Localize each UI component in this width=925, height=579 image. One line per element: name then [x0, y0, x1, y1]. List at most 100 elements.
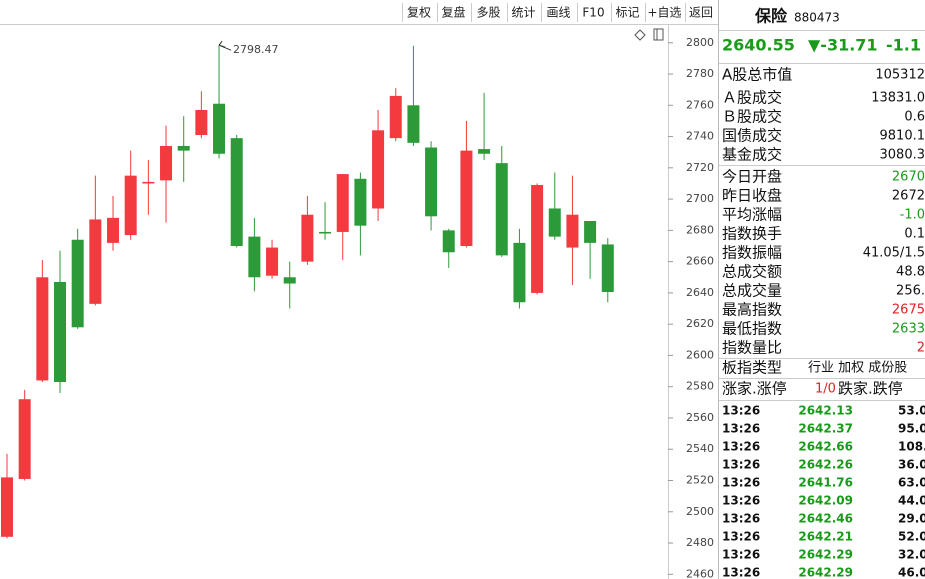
candle-body — [495, 163, 508, 256]
candle-body — [160, 145, 173, 181]
toolbar-button[interactable]: +自选 — [647, 6, 681, 20]
toolbar-button[interactable]: 复盘 — [441, 5, 465, 20]
stat-value: 48.8 — [896, 265, 925, 280]
trade-price: 2642.46 — [798, 512, 853, 526]
candle-body — [407, 105, 420, 143]
stat-value: 0.6 — [904, 110, 925, 125]
y-tick-label: 2800 — [686, 36, 714, 49]
stat-label: 今日开盘 — [722, 168, 782, 186]
trade-price: 2642.13 — [798, 404, 853, 418]
trade-time: 13:26 — [722, 548, 760, 562]
candle-body — [478, 149, 491, 154]
stat-label: 昨日收盘 — [722, 187, 782, 205]
candle-body — [601, 244, 614, 293]
stat-label: Ａ股成交 — [722, 89, 782, 107]
y-tick-label: 2480 — [686, 536, 714, 549]
y-tick-label: 2680 — [686, 223, 714, 236]
candle-body — [71, 239, 84, 328]
trade-volume: 32.0 — [898, 548, 925, 562]
stat-value: 2670 — [892, 170, 925, 185]
stat-label: 总成交量 — [722, 282, 782, 300]
candle-body — [531, 185, 544, 293]
y-tick-label: 2540 — [686, 442, 714, 455]
toolbar-button[interactable]: 返回 — [689, 6, 713, 20]
stat-label: 板指类型 — [722, 359, 782, 377]
trade-volume: 44.0 — [898, 494, 925, 508]
toolbar-button[interactable]: 画线 — [546, 6, 570, 20]
stat-value: 13831.0 — [871, 91, 925, 106]
trade-price: 2642.09 — [798, 494, 853, 508]
trade-volume: 95.0 — [898, 422, 925, 436]
icon[interactable] — [653, 28, 664, 41]
stat-value: 行业 加权 成份股 — [808, 360, 907, 376]
candle-body — [513, 242, 526, 303]
toolbar-button[interactable]: 多股 — [476, 6, 500, 20]
y-tick-label: 2700 — [686, 192, 714, 205]
y-tick-label: 2780 — [686, 67, 714, 80]
stat-label: 最高指数 — [722, 301, 782, 319]
stat-label: 指数量比 — [722, 339, 782, 357]
stat-value: 256. — [896, 284, 925, 299]
candle-body — [213, 103, 226, 154]
candle-body — [18, 399, 31, 479]
candle-body — [301, 214, 314, 262]
trade-volume: 53.0 — [898, 404, 925, 418]
candle-body — [195, 109, 208, 135]
trade-time: 13:26 — [722, 422, 760, 436]
stat-label: 平均涨幅 — [722, 206, 782, 224]
candle-body — [566, 214, 579, 248]
trade-price: 2642.26 — [798, 458, 853, 472]
stat-label: 基金成交 — [722, 146, 782, 164]
candle-body — [124, 175, 137, 236]
y-tick-label: 2460 — [686, 567, 714, 579]
y-tick-label: 2580 — [686, 380, 714, 393]
trade-time: 13:26 — [722, 476, 760, 490]
stat-label: 指数振幅 — [722, 244, 782, 262]
toolbar-button[interactable]: 标记 — [615, 6, 639, 20]
y-tick-label: 2640 — [686, 286, 714, 299]
stat-label: 最低指数 — [722, 320, 782, 338]
candle-body — [389, 95, 402, 139]
stat-label: A股总市值 — [722, 66, 792, 84]
stat-label: 总成交额 — [722, 263, 782, 281]
candle-body — [107, 217, 120, 243]
trade-time: 13:26 — [722, 404, 760, 418]
stat-value: 2633 — [892, 322, 925, 337]
trade-volume: 46.0 — [898, 566, 925, 579]
trade-price: 2642.21 — [798, 530, 853, 544]
stat-value: 105312 — [875, 68, 925, 83]
y-tick-label: 2500 — [686, 505, 714, 518]
change-pct: -1.1 — [886, 36, 921, 55]
stat-label: 指数换手 — [722, 225, 782, 243]
stock-name: 保险 — [754, 7, 788, 26]
candle-body — [248, 236, 261, 278]
change: ▼-31.71 — [808, 36, 878, 55]
candle-body — [54, 281, 67, 383]
y-tick-label: 2740 — [686, 130, 714, 143]
toolbar-button[interactable]: 复权 — [407, 6, 431, 20]
trade-price: 2642.66 — [798, 440, 853, 454]
candle-body — [142, 181, 155, 184]
candle-body — [283, 277, 296, 284]
trade-time: 13:26 — [722, 458, 760, 472]
trade-time: 13:26 — [722, 566, 760, 579]
toolbar-button[interactable]: F10 — [582, 6, 604, 20]
price: 2640.55 — [722, 36, 795, 55]
trade-price: 2641.76 — [798, 476, 853, 490]
trade-volume: 63.0 — [898, 476, 925, 490]
candle-body — [89, 219, 102, 304]
y-tick-label: 2660 — [686, 255, 714, 268]
trade-volume: 29.0 — [898, 512, 925, 526]
icon[interactable] — [634, 29, 646, 41]
trade-time: 13:26 — [722, 530, 760, 544]
candle-body — [425, 147, 438, 217]
stat-label: 国债成交 — [722, 127, 782, 145]
toolbar-button[interactable]: 统计 — [511, 6, 535, 20]
trade-time: 13:26 — [722, 494, 760, 508]
candle-body — [230, 138, 243, 246]
trade-volume: 36.0 — [898, 458, 925, 472]
trade-price: 2642.29 — [798, 566, 853, 579]
candle-body — [548, 208, 561, 237]
trade-time: 13:26 — [722, 440, 760, 454]
